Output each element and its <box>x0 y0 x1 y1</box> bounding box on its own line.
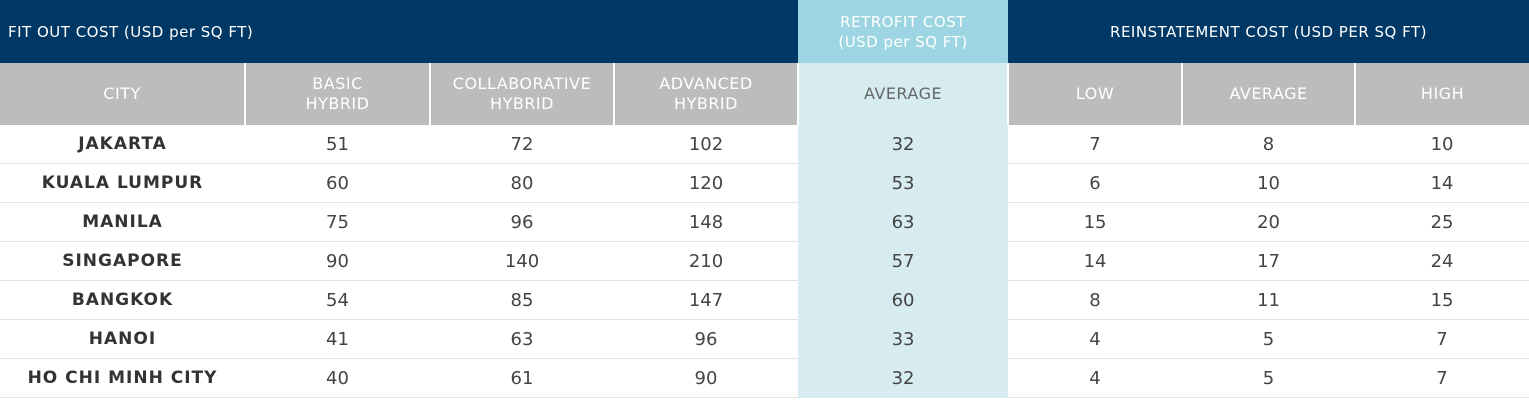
value-cell: 17 <box>1182 241 1356 281</box>
value-cell: 8 <box>1008 280 1183 320</box>
value-cell: 15 <box>1008 202 1183 242</box>
header-text: ADVANCED <box>659 74 753 93</box>
header-text: HYBRID <box>674 94 738 113</box>
value-cell: 147 <box>614 280 799 320</box>
value-cell: 7 <box>1355 358 1529 398</box>
value-cell: 102 <box>614 125 799 164</box>
value-cell: 7 <box>1008 125 1183 164</box>
value-cell: 8 <box>1182 125 1356 164</box>
value-cell: 6 <box>1008 163 1183 203</box>
value-cell: 25 <box>1355 202 1529 242</box>
value-cell: 60 <box>798 280 1009 320</box>
column-header: COLLABORATIVE HYBRID <box>429 63 614 125</box>
table-body: JAKARTA 51 72 102 32 7 8 10 KUALA LUMPUR 60 80 120 5… <box>0 125 1529 398</box>
value-cell: 14 <box>1355 163 1529 203</box>
city-cell: SINGAPORE <box>0 241 245 281</box>
city-cell: KUALA LUMPUR <box>0 163 245 203</box>
column-header: HIGH <box>1354 63 1529 125</box>
column-header-row: CITY BASIC HYBRID COLLABORATIVE HYBRID ADVANC… <box>0 63 1529 125</box>
city-cell: JAKARTA <box>0 125 245 164</box>
header-text: HYBRID <box>305 94 370 113</box>
value-cell: 57 <box>798 241 1009 281</box>
value-cell: 15 <box>1355 280 1529 320</box>
column-header: AVERAGE <box>1181 63 1356 125</box>
value-cell: 53 <box>798 163 1009 203</box>
header-text: (USD per SQ FT) <box>838 32 968 51</box>
city-cell: MANILA <box>0 202 245 242</box>
header-text: CITY <box>103 84 141 103</box>
value-cell: 40 <box>245 358 430 398</box>
header-text: REINSTATEMENT COST (USD PER SQ FT) <box>1110 22 1427 41</box>
value-cell: 14 <box>1008 241 1183 281</box>
value-cell: 60 <box>245 163 430 203</box>
header-text: COLLABORATIVE <box>452 74 592 93</box>
table-row: JAKARTA 51 72 102 32 7 8 10 <box>0 125 1529 164</box>
value-cell: 5 <box>1182 358 1356 398</box>
value-cell: 75 <box>245 202 430 242</box>
header-text: HIGH <box>1420 84 1465 103</box>
group-header: RETROFIT COST (USD per SQ FT) <box>798 0 1009 63</box>
value-cell: 32 <box>798 125 1009 164</box>
value-cell: 61 <box>430 358 614 398</box>
city-cell: BANGKOK <box>0 280 245 320</box>
value-cell: 10 <box>1355 125 1529 164</box>
city-cell: HANOI <box>0 319 245 359</box>
value-cell: 11 <box>1182 280 1356 320</box>
value-cell: 20 <box>1182 202 1356 242</box>
column-header: BASIC HYBRID <box>244 63 430 125</box>
column-header: AVERAGE <box>797 63 1009 125</box>
value-cell: 72 <box>430 125 614 164</box>
table-row: HO CHI MINH CITY 40 61 90 32 4 5 7 <box>0 358 1529 398</box>
value-cell: 32 <box>798 358 1009 398</box>
value-cell: 90 <box>245 241 430 281</box>
table-row: BANGKOK 54 85 147 60 8 11 15 <box>0 280 1529 320</box>
header-text: HYBRID <box>490 94 554 113</box>
value-cell: 5 <box>1182 319 1356 359</box>
table-row: MANILA 75 96 148 63 15 20 25 <box>0 202 1529 242</box>
value-cell: 210 <box>614 241 799 281</box>
value-cell: 7 <box>1355 319 1529 359</box>
table-row: SINGAPORE 90 140 210 57 14 17 24 <box>0 241 1529 281</box>
value-cell: 90 <box>614 358 799 398</box>
value-cell: 148 <box>614 202 799 242</box>
value-cell: 140 <box>430 241 614 281</box>
value-cell: 10 <box>1182 163 1356 203</box>
value-cell: 54 <box>245 280 430 320</box>
group-header: REINSTATEMENT COST (USD PER SQ FT) <box>1008 0 1529 63</box>
header-text: LOW <box>1075 84 1115 103</box>
value-cell: 4 <box>1008 358 1183 398</box>
header-text: AVERAGE <box>1229 84 1308 103</box>
value-cell: 80 <box>430 163 614 203</box>
column-header: CITY <box>0 63 245 125</box>
table-row: KUALA LUMPUR 60 80 120 53 6 10 14 <box>0 163 1529 203</box>
value-cell: 4 <box>1008 319 1183 359</box>
value-cell: 41 <box>245 319 430 359</box>
value-cell: 120 <box>614 163 799 203</box>
value-cell: 96 <box>614 319 799 359</box>
group-header-row: FIT OUT COST (USD per SQ FT) RETROFIT COS… <box>0 0 1529 63</box>
value-cell: 63 <box>798 202 1009 242</box>
value-cell: 96 <box>430 202 614 242</box>
column-header: ADVANCED HYBRID <box>612 63 799 125</box>
column-header: LOW <box>1007 63 1183 125</box>
table-row: HANOI 41 63 96 33 4 5 7 <box>0 319 1529 359</box>
city-cell: HO CHI MINH CITY <box>0 358 245 398</box>
value-cell: 63 <box>430 319 614 359</box>
value-cell: 24 <box>1355 241 1529 281</box>
header-text: RETROFIT COST <box>840 12 966 31</box>
value-cell: 85 <box>430 280 614 320</box>
header-text: FIT OUT COST (USD per SQ FT) <box>8 22 254 41</box>
value-cell: 33 <box>798 319 1009 359</box>
header-text: AVERAGE <box>863 84 943 103</box>
header-text: BASIC <box>312 74 363 93</box>
group-header: FIT OUT COST (USD per SQ FT) <box>0 0 799 63</box>
value-cell: 51 <box>245 125 430 164</box>
